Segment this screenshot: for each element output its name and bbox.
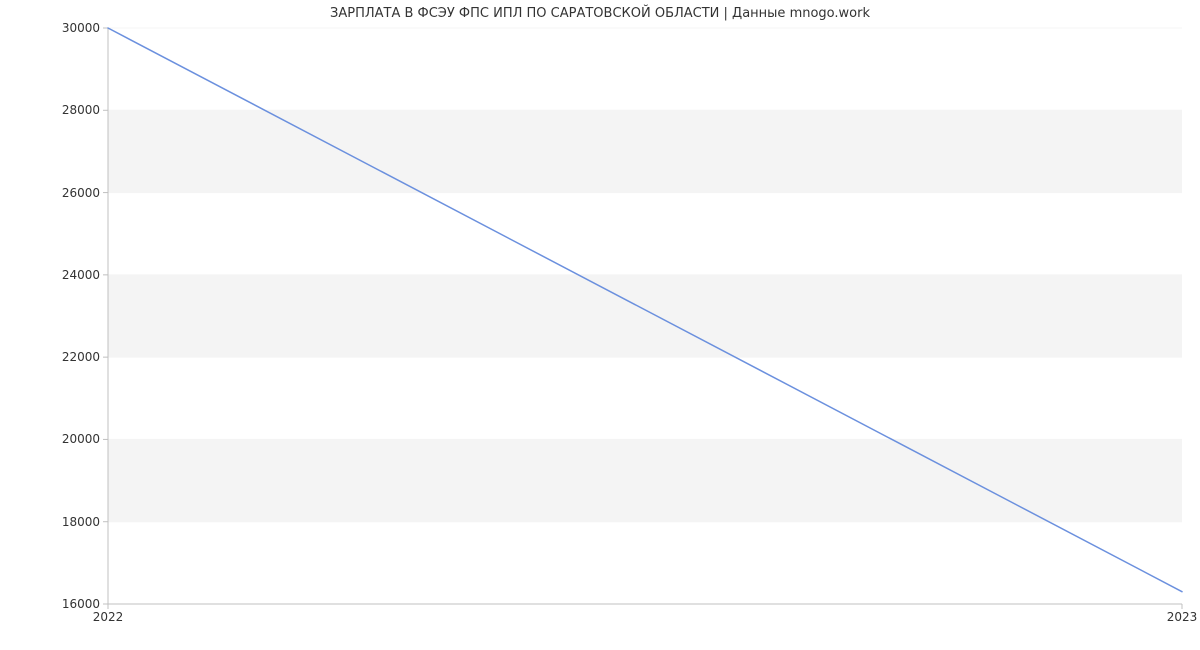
x-tick-label: 2022 (93, 604, 124, 624)
salary-line-chart: ЗАРПЛАТА В ФСЭУ ФПС ИПЛ ПО САРАТОВСКОЙ О… (0, 0, 1200, 650)
y-tick-label: 26000 (62, 186, 108, 200)
plot-svg (108, 28, 1182, 604)
y-tick-label: 20000 (62, 432, 108, 446)
y-tick-label: 28000 (62, 103, 108, 117)
x-tick-label: 2023 (1167, 604, 1198, 624)
y-tick-label: 24000 (62, 268, 108, 282)
chart-title: ЗАРПЛАТА В ФСЭУ ФПС ИПЛ ПО САРАТОВСКОЙ О… (0, 6, 1200, 21)
y-tick-label: 30000 (62, 21, 108, 35)
y-tick-label: 18000 (62, 515, 108, 529)
plot-area: 1600018000200002200024000260002800030000… (108, 28, 1182, 604)
y-tick-label: 22000 (62, 350, 108, 364)
